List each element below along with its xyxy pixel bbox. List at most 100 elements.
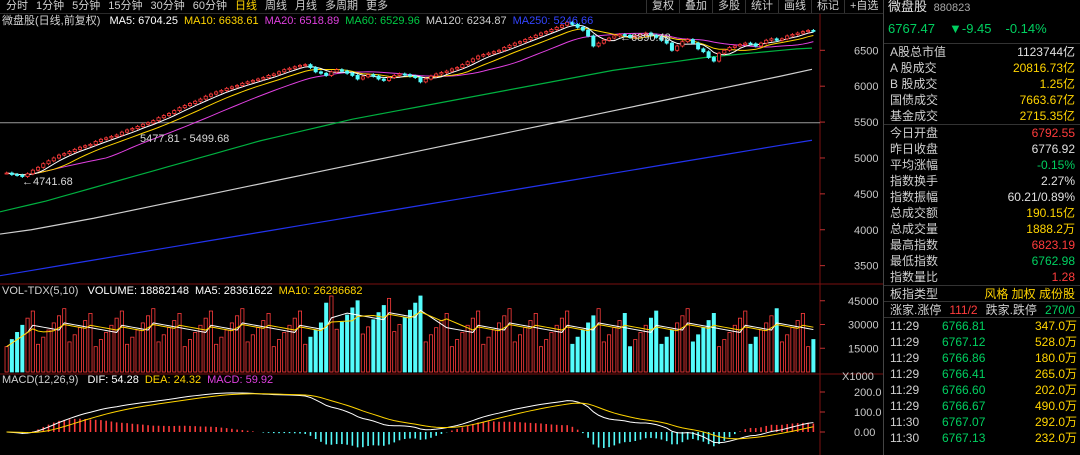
y-tick-label: 4000 [854,225,878,237]
candle [800,31,805,34]
index-name: 微盘股 [888,0,928,14]
stat-row: 国债成交 7663.67亿 [884,92,1080,108]
stat-value: 2715.35亿 [1019,109,1075,123]
tick-v: 180.0万 [1034,351,1077,365]
volume_info-value-2: MA10: 26286682 [278,285,363,297]
stat-label: 基金成交 [890,109,939,123]
volume-bar [617,320,622,373]
volume-bar [93,346,98,373]
stat-value: 6776.92 [1031,142,1075,156]
quote-panel: 微盘股 880823 6767.47 ▼-9.45 -0.14% A股总市值 11… [883,0,1080,455]
candle [397,73,402,76]
tick-list[interactable]: 11:29 6766.81 347.0万 11:29 6767.12 528.0万 11:2… [884,317,1080,446]
tick-row: 11:29 6766.86 180.0万 [884,350,1080,366]
stat-value: 2.27% [1040,174,1075,188]
tick-p: 6767.07 [942,415,986,429]
candle [219,90,224,93]
vol-ma10-line [6,311,814,348]
chart-area[interactable]: 6500 6000 5500 5000 4500 4000 3500 45000 30000 15… [0,14,883,455]
period-tab-3[interactable]: 15分钟 [108,0,143,12]
candle [46,160,51,165]
volume-bar [533,313,538,373]
volume-bar [554,324,559,373]
action-1[interactable]: 叠加 [679,0,712,13]
volume-bar [732,324,737,373]
action-2[interactable]: 多股 [712,0,745,13]
y-tick-label: 3500 [854,261,878,273]
candle [685,39,690,43]
volume-bar [544,339,549,373]
volume-bar [376,312,381,373]
ma120-line [0,68,813,235]
candle [434,73,439,77]
period-tab-4[interactable]: 30分钟 [150,0,185,12]
volume-bar [214,343,219,373]
candle [93,141,98,145]
period-tab-10[interactable]: 更多 [366,0,388,12]
volume-bar [565,310,570,373]
volume-bar [229,322,234,373]
candle [67,151,72,155]
candle [591,35,596,47]
volume-bar [57,315,62,373]
candle [329,71,334,76]
volume-bar [512,341,517,373]
tick-v: 528.0万 [1034,335,1077,349]
candle [476,55,481,60]
candle [376,75,381,80]
volume-bar [4,346,9,373]
candle [324,72,329,76]
candle [182,105,187,109]
price: 6767.47 [888,21,935,36]
candle [722,49,727,54]
period-tab-1[interactable]: 1分钟 [36,0,65,12]
candle [758,42,763,47]
volume-bar [381,305,386,373]
volume-bar [769,315,774,373]
ma60-line [0,47,813,213]
volume-bar [491,329,496,373]
candle [538,32,543,36]
vol-tick-label: 15000 [848,343,879,355]
volume-bar [114,317,119,373]
candle [313,67,318,73]
market-stats: A股总市值 1123744亿 A 股成交 20816.73亿 B 股成交 1.25亿 国债成… [884,44,1080,124]
tick-row: 11:30 6767.13 232.0万 [884,430,1080,446]
up-count: 111/2 [949,303,978,317]
candle [135,125,140,129]
stat-value: 1123744亿 [1017,45,1075,59]
action-6[interactable]: +自选 [844,0,883,13]
volume-bar [83,320,88,373]
main_info-value-3: MA60: 6529.96 [345,15,420,27]
action-4[interactable]: 画线 [778,0,811,13]
volume-bar [622,313,627,373]
action-5[interactable]: 标记 [811,0,844,13]
toolbar: 分时 1分钟 5分钟 15分钟 30分钟 60分钟 日线 周线 月线 多周期 更多 复权 叠加 多股 统计… [0,0,1080,14]
action-3[interactable]: 统计 [745,0,778,13]
volume-bar [156,341,161,373]
period-tab-5[interactable]: 60分钟 [192,0,227,12]
candle [271,73,276,76]
candle [261,77,266,80]
stat-label: 昨日收盘 [890,142,939,156]
period-tab-6[interactable]: 日线 [235,0,257,12]
main_info-value-4: MA120: 6234.87 [425,15,507,27]
candle [743,42,748,45]
period-tab-7[interactable]: 周线 [265,0,287,12]
period-tab-2[interactable]: 5分钟 [72,0,101,12]
action-0[interactable]: 复权 [646,0,679,13]
candle [774,38,779,41]
candle [156,117,161,122]
candle [151,120,156,124]
period-tab-9[interactable]: 多周期 [325,0,358,12]
period-tab-0[interactable]: 分时 [6,0,28,12]
index-stats: 今日开盘 6792.55 昨日收盘 6776.92 平均涨幅 -0.15% 指数换手 2.27… [884,124,1080,285]
board-type-links[interactable]: 风格 加权 成份股 [984,287,1075,301]
volume-bar [470,317,475,373]
candle [308,64,313,68]
volume-bar [428,334,433,373]
period-tab-8[interactable]: 月线 [295,0,317,12]
volume-bar [701,327,706,373]
volume_info-value-1: MA5: 28361622 [195,285,273,297]
